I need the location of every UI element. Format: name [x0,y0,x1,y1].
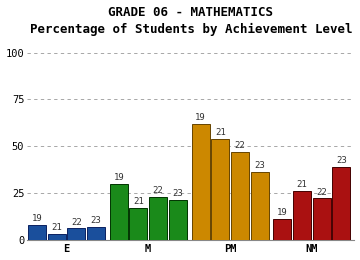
Bar [48,234,66,239]
Bar [313,198,331,239]
Bar [67,228,85,239]
Bar [87,226,105,239]
Text: 21: 21 [133,197,144,206]
Bar [169,200,187,239]
Text: 22: 22 [234,141,245,150]
Bar [332,167,350,239]
Text: 22: 22 [71,218,82,226]
Text: 22: 22 [316,188,327,197]
Title: GRADE 06 - MATHEMATICS
Percentage of Students by Achievement Level: GRADE 06 - MATHEMATICS Percentage of Stu… [30,5,352,36]
Bar [251,172,269,239]
Bar [293,191,311,239]
Text: 19: 19 [195,113,206,122]
Text: 21: 21 [51,223,62,232]
Bar [28,225,46,239]
Text: 21: 21 [297,180,307,189]
Text: 19: 19 [32,214,42,223]
Bar [110,184,128,239]
Text: 23: 23 [172,190,183,198]
Bar [192,124,210,239]
Bar [211,139,229,239]
Bar [274,219,292,239]
Text: 21: 21 [215,128,226,137]
Bar [231,152,249,239]
Text: 23: 23 [90,216,101,225]
Bar [129,208,147,239]
Text: 19: 19 [113,173,124,182]
Text: 22: 22 [153,186,163,195]
Text: 23: 23 [254,161,265,171]
Text: 19: 19 [277,208,288,217]
Bar [149,197,167,239]
Text: 23: 23 [336,156,347,165]
